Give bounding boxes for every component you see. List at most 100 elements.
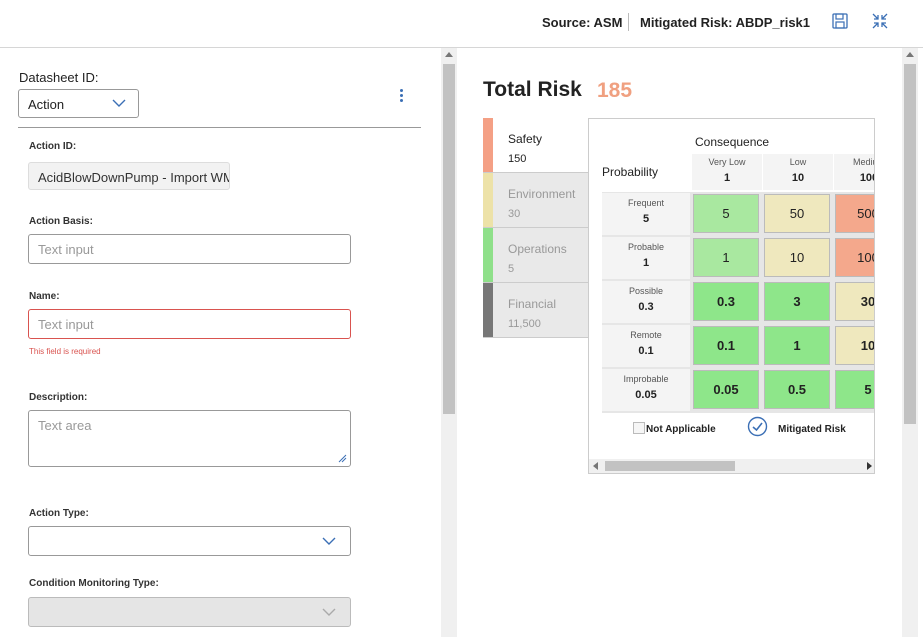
name-error-message: This field is required bbox=[29, 347, 101, 356]
matrix-cell[interactable]: 0.5 bbox=[764, 370, 830, 409]
top-bar: Source: ASM Mitigated Risk: ABDP_risk1 bbox=[0, 0, 923, 48]
description-textarea[interactable]: Text area bbox=[28, 410, 351, 467]
form-scrollbar[interactable] bbox=[441, 48, 457, 637]
consequence-label: Consequence bbox=[695, 135, 770, 149]
category-name: Safety bbox=[508, 132, 543, 146]
row-name: Probable bbox=[627, 242, 665, 252]
column-value: 100 bbox=[859, 172, 874, 184]
name-input[interactable]: Text input bbox=[28, 309, 351, 339]
row-name: Remote bbox=[630, 330, 662, 340]
scroll-left-icon[interactable] bbox=[593, 462, 599, 470]
tab-environment[interactable]: Environment 30 bbox=[483, 173, 588, 228]
tab-financial[interactable]: Financial 11,500 bbox=[483, 283, 588, 338]
chevron-down-icon bbox=[322, 608, 336, 616]
category-value: 11,500 bbox=[508, 318, 541, 330]
save-icon[interactable] bbox=[831, 12, 851, 32]
column-value: 1 bbox=[723, 172, 731, 184]
row-value: 0.1 bbox=[638, 345, 654, 357]
chevron-down-icon bbox=[322, 537, 336, 545]
category-name: Financial bbox=[508, 297, 557, 311]
name-label: Name: bbox=[29, 291, 60, 302]
probability-label: Probability bbox=[602, 165, 659, 179]
category-color-bar bbox=[483, 173, 493, 227]
row-name: Improbable bbox=[623, 374, 669, 384]
row-header: Improbable 0.05 bbox=[602, 369, 690, 411]
category-color-bar bbox=[483, 228, 493, 282]
collapse-icon[interactable] bbox=[871, 12, 891, 32]
row-header: Frequent 5 bbox=[602, 193, 690, 235]
action-id-field: AcidBlowDownPump - Import WM bbox=[28, 162, 230, 190]
matrix-cell[interactable]: 100 bbox=[835, 238, 874, 277]
matrix-cell[interactable]: 5 bbox=[693, 194, 759, 233]
page-scrollbar[interactable] bbox=[902, 48, 918, 637]
column-name: Medium bbox=[852, 157, 874, 167]
column-name: Very Low bbox=[708, 157, 746, 167]
condition-monitoring-type-label: Condition Monitoring Type: bbox=[29, 578, 159, 589]
column-name: Low bbox=[789, 157, 807, 167]
column-header: Medium 100 bbox=[834, 154, 874, 190]
action-type-label: Action Type: bbox=[29, 508, 89, 519]
scrollbar-thumb[interactable] bbox=[605, 461, 735, 471]
risk-matrix: Consequence Probability Very Low 1 Low 10 … bbox=[588, 118, 875, 474]
matrix-horizontal-scrollbar[interactable] bbox=[589, 459, 874, 473]
action-type-select[interactable] bbox=[28, 526, 351, 556]
tab-safety[interactable]: Safety 150 bbox=[483, 118, 588, 173]
datasheet-id-value: Action bbox=[28, 97, 65, 112]
matrix-cell[interactable]: 3 bbox=[764, 282, 830, 321]
datasheet-id-label: Datasheet ID: bbox=[19, 70, 99, 85]
category-color-bar bbox=[483, 118, 493, 172]
row-name: Frequent bbox=[627, 198, 665, 208]
row-header: Remote 0.1 bbox=[602, 325, 690, 367]
resize-handle-icon[interactable] bbox=[338, 454, 347, 463]
matrix-cell[interactable]: 1 bbox=[693, 238, 759, 277]
datasheet-form-pane: Datasheet ID: Action Action ID: AcidBlow… bbox=[0, 48, 441, 637]
description-placeholder: Text area bbox=[38, 418, 92, 433]
action-basis-input[interactable]: Text input bbox=[28, 234, 351, 264]
matrix-cell[interactable]: 30 bbox=[835, 282, 874, 321]
condition-monitoring-type-select bbox=[28, 597, 351, 627]
matrix-cell[interactable]: 50 bbox=[764, 194, 830, 233]
datasheet-id-select[interactable]: Action bbox=[18, 89, 139, 118]
matrix-cell[interactable]: 0.05 bbox=[693, 370, 759, 409]
column-header: Very Low 1 bbox=[692, 154, 762, 190]
risk-matrix-pane: Total Risk 185 Safety 150 Environment 30… bbox=[457, 48, 902, 637]
total-risk-value: 185 bbox=[597, 79, 633, 102]
category-value: 5 bbox=[508, 263, 515, 275]
more-options-icon[interactable] bbox=[400, 89, 406, 105]
mitigated-risk-label: Mitigated Risk: ABDP_risk1 bbox=[640, 15, 811, 30]
form-divider bbox=[18, 127, 421, 128]
not-applicable-checkbox[interactable] bbox=[633, 422, 645, 434]
mitigated-check-icon bbox=[747, 416, 768, 437]
row-value: 1 bbox=[642, 257, 650, 269]
scroll-right-icon[interactable] bbox=[866, 462, 872, 470]
row-value: 0.3 bbox=[638, 301, 654, 313]
category-value: 30 bbox=[508, 208, 521, 220]
matrix-cell[interactable]: 500 bbox=[835, 194, 874, 233]
row-name: Possible bbox=[628, 286, 664, 296]
source-label: Source: ASM bbox=[542, 15, 623, 30]
chevron-down-icon bbox=[112, 99, 126, 107]
action-basis-label: Action Basis: bbox=[29, 216, 93, 227]
total-risk-title: Total Risk bbox=[483, 78, 582, 101]
column-header: Low 10 bbox=[763, 154, 833, 190]
category-name: Environment bbox=[508, 187, 576, 201]
description-label: Description: bbox=[29, 392, 88, 403]
column-value: 10 bbox=[791, 172, 805, 184]
row-value: 5 bbox=[642, 213, 650, 225]
category-color-bar bbox=[483, 283, 493, 337]
category-value: 150 bbox=[508, 153, 527, 165]
mitigated-risk-legend-label: Mitigated Risk bbox=[778, 424, 846, 435]
action-id-label: Action ID: bbox=[29, 141, 77, 152]
matrix-cell[interactable]: 0.1 bbox=[693, 326, 759, 365]
matrix-cell[interactable]: 5 bbox=[835, 370, 874, 409]
matrix-cell[interactable]: 0.3 bbox=[693, 282, 759, 321]
not-applicable-label: Not Applicable bbox=[646, 424, 716, 435]
row-header: Possible 0.3 bbox=[602, 281, 690, 323]
row-value: 0.05 bbox=[635, 389, 657, 401]
category-name: Operations bbox=[508, 242, 567, 256]
matrix-cell[interactable]: 10 bbox=[835, 326, 874, 365]
matrix-cell[interactable]: 1 bbox=[764, 326, 830, 365]
matrix-cell[interactable]: 10 bbox=[764, 238, 830, 277]
header-separator bbox=[628, 13, 629, 31]
tab-operations[interactable]: Operations 5 bbox=[483, 228, 588, 283]
